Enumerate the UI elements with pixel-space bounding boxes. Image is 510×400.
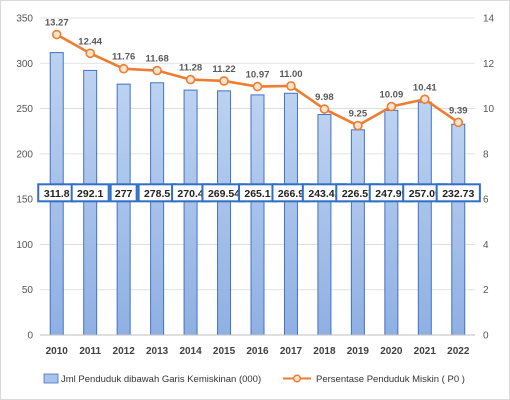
- line-data-label: 11.22: [212, 64, 235, 75]
- right-tick-label: 8: [483, 149, 489, 160]
- line-data-label: 10.09: [379, 90, 403, 101]
- line-point: [118, 63, 129, 74]
- line-data-label: 10.41: [413, 82, 437, 93]
- right-tick-label: 14: [483, 14, 495, 25]
- line-data-label: 9.98: [315, 92, 334, 103]
- line-data-label: 11.68: [145, 54, 168, 65]
- bar-data-label: 265.1: [244, 188, 270, 200]
- right-y-axis: 0 2 4 6 8 10 12 14: [483, 14, 495, 342]
- line-point: [319, 104, 330, 114]
- left-tick-label: 0: [27, 331, 33, 342]
- x-tick-label: 2014: [179, 346, 202, 357]
- left-y-axis: 0 50 100 150 200 250 300 350: [16, 14, 33, 342]
- bar: [150, 82, 165, 336]
- x-axis: 2010 2011 2012 2013 2014 2015 2016 2017 2018 2019…: [40, 334, 475, 357]
- left-tick-label: 250: [16, 104, 33, 115]
- bar: [317, 114, 332, 336]
- bar: [183, 89, 198, 336]
- line-data-labels: 13.27 12.44 11.76 11.68 11.28 11.22 10.97 11.00…: [45, 18, 468, 120]
- line-point: [51, 29, 62, 40]
- right-tick-label: 10: [483, 104, 495, 115]
- right-tick-label: 6: [483, 195, 489, 206]
- bar-data-label: 247.99: [375, 188, 407, 200]
- x-tick-label: 2012: [113, 346, 136, 357]
- line-point: [219, 76, 229, 86]
- x-tick-label: 2021: [414, 346, 437, 357]
- bar-data-label: 292.1: [77, 188, 103, 200]
- legend: Jml Penduduk dibawah Garis Kemiskinan (0…: [43, 373, 465, 385]
- right-tick-label: 0: [483, 331, 489, 342]
- bar: [384, 109, 399, 336]
- bar: [283, 92, 298, 336]
- bar-data-label: 277: [115, 188, 133, 200]
- x-tick-label: 2019: [347, 346, 370, 357]
- bar-data-label: 278.5: [144, 188, 170, 200]
- left-tick-label: 350: [16, 14, 33, 25]
- x-tick-label: 2015: [213, 346, 236, 357]
- bar: [83, 69, 98, 336]
- right-tick-label: 12: [483, 59, 495, 70]
- line-point: [453, 117, 464, 128]
- x-tick-label: 2016: [246, 346, 269, 357]
- bar-data-label: 269.54: [208, 188, 240, 200]
- left-tick-label: 150: [16, 195, 33, 206]
- bar-data-label: 266.9: [278, 188, 304, 200]
- bar: [250, 94, 265, 336]
- x-tick-label: 2022: [447, 346, 470, 357]
- bar-data-label: 270.4: [177, 188, 203, 200]
- line-point: [185, 74, 196, 85]
- bar-data-label: 257.09: [409, 188, 441, 200]
- legend-line-label: Persentase Penduduk Miskin ( P0 ): [316, 374, 465, 385]
- bar-data-label-box: [435, 183, 481, 203]
- bar: [417, 101, 432, 336]
- line-data-label: 11.00: [279, 69, 302, 80]
- bar-data-label: 311.8: [44, 188, 70, 200]
- line-data-label: 13.27: [45, 18, 69, 29]
- line-data-label: 12.44: [78, 36, 102, 47]
- x-tick-label: 2013: [146, 346, 169, 357]
- line-point: [353, 120, 363, 131]
- line-data-label: 9.25: [349, 109, 368, 120]
- bar-data-label: 226.57: [342, 188, 374, 200]
- bar: [350, 129, 365, 336]
- x-tick-label: 2018: [313, 346, 336, 357]
- line-point: [386, 101, 397, 112]
- bar-data-labels: 311.8 292.1 277 278.5 270.4 269.54 265.1 266.9 2…: [37, 183, 481, 203]
- x-tick-label: 2010: [46, 346, 69, 357]
- left-tick-label: 300: [16, 59, 33, 70]
- left-tick-label: 200: [16, 149, 33, 160]
- legend-line-marker: [293, 374, 302, 383]
- bar-data-label: 243.42: [308, 188, 340, 200]
- bar-series: [49, 52, 466, 336]
- line-series: [51, 29, 464, 131]
- bar-data-label-box: [70, 183, 110, 203]
- bar-data-label: 232.73: [442, 188, 474, 200]
- x-tick-label: 2017: [280, 346, 303, 357]
- left-tick-label: 100: [16, 240, 33, 251]
- right-tick-label: 4: [483, 240, 489, 251]
- right-tick-label: 2: [483, 285, 489, 296]
- left-tick-label: 50: [22, 285, 34, 296]
- line-data-label: 11.76: [112, 52, 135, 63]
- line-point: [252, 81, 263, 92]
- line-point: [85, 48, 95, 59]
- line-data-label: 10.97: [246, 70, 270, 81]
- line-data-label: 9.39: [449, 105, 468, 116]
- line-data-label: 11.28: [179, 63, 202, 74]
- x-tick-label: 2020: [380, 346, 403, 357]
- legend-bar-label: Jml Penduduk dibawah Garis Kemiskinan (0…: [61, 374, 261, 385]
- bar: [217, 90, 232, 336]
- line-point: [152, 65, 162, 76]
- bar: [116, 83, 131, 336]
- line-point: [420, 94, 430, 105]
- bar: [451, 123, 466, 336]
- line-point: [286, 81, 296, 91]
- x-tick-label: 2011: [79, 346, 101, 357]
- bar-data-label-box: [109, 183, 138, 203]
- legend-bar-swatch: [43, 373, 59, 384]
